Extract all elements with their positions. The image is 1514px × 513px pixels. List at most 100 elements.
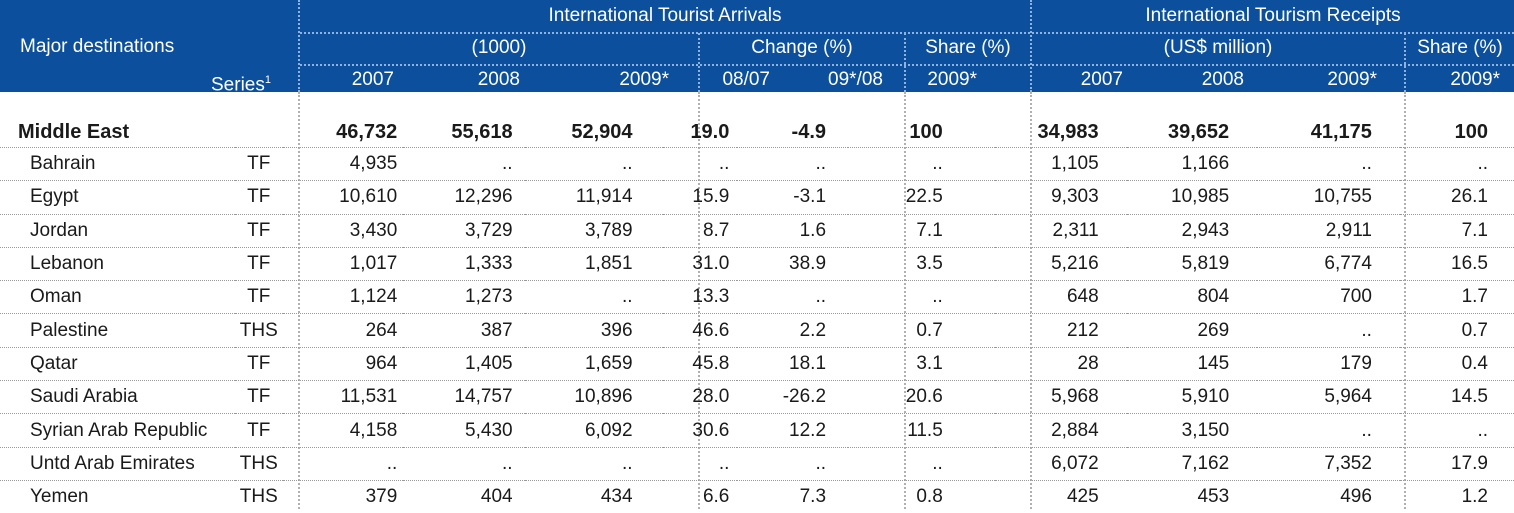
cell-receipts-2008: 3,150: [1126, 413, 1258, 448]
cell-receipts-2009: 6,774: [1257, 246, 1400, 281]
cell-receipts-2008: 10,985: [1126, 180, 1258, 215]
series-code: [235, 118, 283, 148]
series-code: TF: [235, 246, 283, 281]
header-receipts-share-label: Share (%): [1417, 37, 1503, 58]
cell-receipts-share-2009: 100: [1454, 121, 1488, 143]
cell-change-09-08: 12.2: [737, 413, 849, 448]
series-code: THS: [235, 446, 283, 481]
cell-change-09-08: 2.2: [737, 313, 849, 348]
cell-receipts-2009: 2,911: [1257, 213, 1400, 248]
table-row: Yemen THS 379 404 434 6.6 7.3 0.8 425 453 496 1.2: [0, 479, 1514, 513]
cell-receipts-2007: 5,968: [994, 380, 1127, 414]
cell-change-09-08: -3.1: [737, 180, 849, 215]
cell-arrivals-2007: 10,610: [282, 180, 404, 215]
cell-receipts-2009: 700: [1257, 280, 1400, 314]
cell-receipts-2008: 453: [1126, 479, 1258, 513]
cell-change-08-07: ..: [662, 146, 738, 181]
cell-receipts-2007: 6,072: [994, 446, 1127, 481]
header-series: Series1: [211, 69, 271, 96]
cell-receipts-2007: 1,105: [994, 146, 1127, 181]
series-code: THS: [235, 313, 283, 348]
data-table: Middle East 46,732 55,618 52,904 19.0 -4.9 100…: [0, 118, 1514, 513]
table-row: Syrian Arab Republic TF 4,158 5,430 6,092 30.…: [0, 413, 1514, 448]
cell-receipts-2009: 496: [1257, 479, 1400, 513]
cell-receipts-2009: 10,755: [1257, 180, 1400, 215]
cell-arrivals-2007: 4,935: [282, 146, 404, 181]
cell-change-09-08: 18.1: [737, 346, 849, 381]
destination-name: Palestine: [0, 313, 235, 348]
cell-receipts-2007: 9,303: [994, 180, 1127, 215]
cell-arrivals-2008: 14,757: [403, 380, 525, 414]
cell-arrivals-2008: 55,618: [451, 121, 513, 143]
header-share-year: 2009*: [927, 69, 977, 90]
cell-receipts-share-2009: ..: [1399, 146, 1514, 181]
table-row: Saudi Arabia TF 11,531 14,757 10,896 28.0 -26.…: [0, 380, 1514, 414]
cell-receipts-2008: 5,910: [1126, 380, 1258, 414]
series-code: TF: [235, 146, 283, 181]
cell-arrivals-2009: ..: [524, 446, 663, 481]
cell-receipts-share-2009: 1.2: [1399, 479, 1514, 513]
cell-receipts-2007: 34,983: [1037, 121, 1099, 143]
cell-share-2009: 20.6: [848, 380, 995, 414]
header-vline-2: [698, 33, 700, 92]
cell-arrivals-2008: 1,405: [403, 346, 525, 381]
header-arrivals-title: International Tourist Arrivals: [548, 5, 782, 26]
cell-receipts-share-2009: ..: [1399, 413, 1514, 448]
cell-change-08-07: 19.0: [690, 121, 730, 143]
cell-receipts-share-2009: 16.5: [1399, 246, 1514, 281]
cell-change-09-08: -4.9: [791, 121, 827, 143]
cell-arrivals-2008: ..: [403, 146, 525, 181]
cell-share-2009: 11.5: [848, 413, 995, 448]
header-receipts-title: International Tourism Receipts: [1145, 5, 1401, 26]
table-row: Lebanon TF 1,017 1,333 1,851 31.0 38.9 3.5 5,216…: [0, 246, 1514, 281]
cell-change-09-08: 7.3: [737, 479, 849, 513]
cell-arrivals-2008: 1,333: [403, 246, 525, 281]
cell-receipts-2008: 1,166: [1126, 146, 1258, 181]
cell-change-08-07: ..: [662, 446, 738, 481]
cell-arrivals-2007: 46,732: [336, 121, 398, 143]
table-row: Untd Arab Emirates THS............ 6,072 7,…: [0, 446, 1514, 481]
cell-receipts-2009: ..: [1257, 146, 1400, 181]
cell-arrivals-2007: 3,430: [282, 213, 404, 248]
cell-receipts-2007: 28: [994, 346, 1127, 381]
cell-share-2009: 3.1: [848, 346, 995, 381]
cell-receipts-2007: 425: [994, 479, 1127, 513]
cell-arrivals-2009: 10,896: [524, 380, 663, 414]
header-share-label: Share (%): [925, 37, 1011, 58]
cell-arrivals-2007: 4,158: [282, 413, 404, 448]
cell-change-08-07: 15.9: [662, 180, 738, 215]
header-vline-1: [298, 0, 300, 92]
header-arrivals-unit: (1000): [471, 37, 527, 58]
cell-receipts-2007: 212: [994, 313, 1127, 348]
cell-share-2009: ..: [848, 146, 995, 181]
cell-receipts-2007: 5,216: [994, 246, 1127, 281]
destination-name: Saudi Arabia: [0, 380, 235, 414]
destination-name: Oman: [0, 280, 235, 314]
cell-share-2009: 0.7: [848, 313, 995, 348]
header-change-09-08: 09*/08: [828, 69, 883, 90]
cell-change-09-08: ..: [737, 280, 849, 314]
series-code: TF: [235, 213, 283, 248]
cell-arrivals-2007: 964: [282, 346, 404, 381]
header-year-receipts-2009: 2009*: [1327, 69, 1377, 90]
header-receipts-share-year: 2009*: [1450, 69, 1500, 90]
series-code: TF: [235, 346, 283, 381]
header-year-arrivals-2007: 2007: [351, 69, 394, 90]
total-row: Middle East 46,732 55,618 52,904 19.0 -4.9 100…: [0, 118, 1514, 148]
cell-arrivals-2008: 1,273: [403, 280, 525, 314]
cell-arrivals-2009: 52,904: [571, 121, 633, 143]
header-series-footnote: 1: [264, 74, 271, 86]
destination-name: Lebanon: [0, 246, 235, 281]
cell-arrivals-2007: 11,531: [282, 380, 404, 414]
cell-share-2009: ..: [848, 446, 995, 481]
cell-receipts-2009: 5,964: [1257, 380, 1400, 414]
cell-change-09-08: -26.2: [737, 380, 849, 414]
table-row: Oman TF 1,124 1,273.. 13.3.... 648 804 700 1.7: [0, 280, 1514, 314]
header-vline-3: [904, 33, 906, 92]
table-row: Qatar TF 964 1,405 1,659 45.8 18.1 3.1 28 145 179 0…: [0, 346, 1514, 381]
header-year-receipts-2008: 2008: [1201, 69, 1244, 90]
destination-name: Egypt: [0, 180, 235, 215]
cell-arrivals-2008: ..: [403, 446, 525, 481]
cell-receipts-share-2009: 7.1: [1399, 213, 1514, 248]
cell-receipts-2009: 41,175: [1310, 121, 1372, 143]
